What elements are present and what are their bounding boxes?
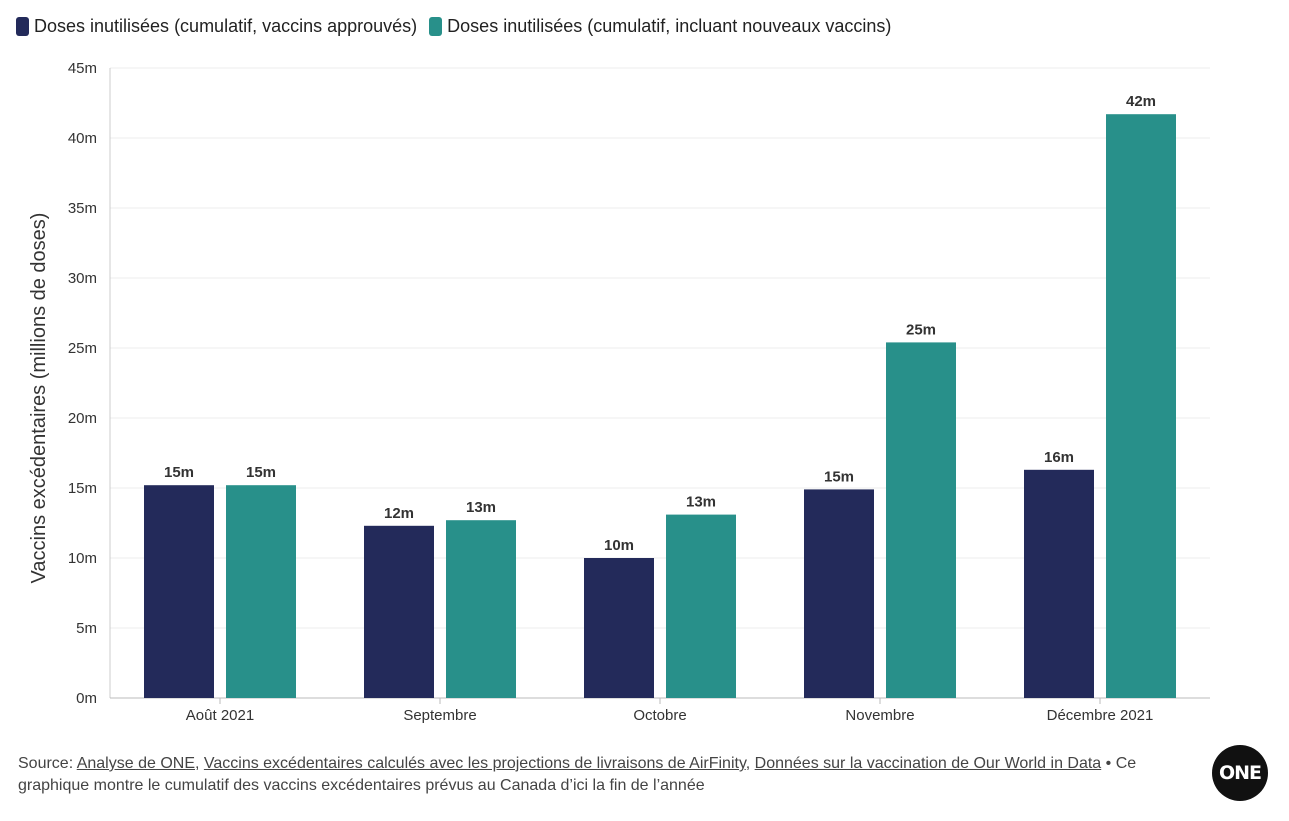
x-tick-label: Septembre [403,707,476,724]
y-axis-title: Vaccins excédentaires (millions de doses… [28,213,50,584]
bar-new-vaccines [446,520,516,698]
bar-new-vaccines [886,342,956,698]
y-tick-label: 20m [68,410,97,427]
x-tick-label: Novembre [845,707,914,724]
data-label: 15m [824,468,854,485]
bar-approved [144,485,214,698]
data-label: 10m [604,537,634,554]
data-label: 13m [686,494,716,511]
data-label: 13m [466,499,496,516]
data-label: 15m [246,464,276,481]
source-prefix: Source: [18,755,77,772]
source-link-airfinity[interactable]: Vaccins excédentaires calculés avec les … [203,755,746,772]
y-tick-label: 45m [68,60,97,77]
source-separator: , [745,755,755,772]
x-tick-label: Décembre 2021 [1047,707,1154,724]
legend-label-new: Doses inutilisées (cumulatif, incluant n… [447,16,892,36]
x-tick-label: Août 2021 [186,707,254,724]
y-tick-label: 5m [76,620,97,637]
y-tick-label: 25m [68,340,97,357]
x-tick-label: Octobre [633,707,686,724]
data-label: 12m [384,505,414,522]
chart-legend: Doses inutilisées (cumulatif, vaccins ap… [16,16,891,37]
bar-new-vaccines [666,514,736,698]
legend-swatch-new [429,17,443,36]
source-link-owid[interactable]: Données sur la vaccination de Our World … [754,755,1102,772]
bar-approved [1024,469,1094,698]
data-label: 42m [1126,93,1156,110]
y-tick-label: 40m [68,130,97,147]
data-label: 25m [906,321,936,338]
bar-approved [364,525,434,698]
chart-note: • Ce graphique montre le cumulatif des v… [18,755,1137,794]
bar-approved [584,558,654,698]
y-tick-label: 15m [68,480,97,497]
source-separator: , [194,755,204,772]
legend-item-approved[interactable]: Doses inutilisées (cumulatif, vaccins ap… [16,16,417,37]
source-footer: Source: Analyse de ONE, Vaccins excédent… [18,753,1188,797]
legend-item-new[interactable]: Doses inutilisées (cumulatif, incluant n… [429,16,891,37]
y-tick-label: 10m [68,550,97,567]
bar-new-vaccines [226,485,296,698]
y-tick-label: 0m [76,690,97,707]
bar-new-vaccines [1106,114,1176,698]
legend-swatch-approved [16,17,29,36]
one-logo[interactable]: ONE [1212,745,1268,801]
data-label: 15m [164,464,194,481]
data-label: 16m [1044,449,1074,466]
legend-label-approved: Doses inutilisées (cumulatif, vaccins ap… [34,16,418,36]
bar-approved [804,489,874,698]
source-link-one-analysis[interactable]: Analyse de ONE [76,755,195,772]
y-tick-label: 35m [68,200,97,217]
bar-chart: 0m 5m 10m 15m 20m 25m 30m 35m 40m 45m Vaccins excé… [28,60,1210,724]
y-tick-label: 30m [68,270,97,287]
